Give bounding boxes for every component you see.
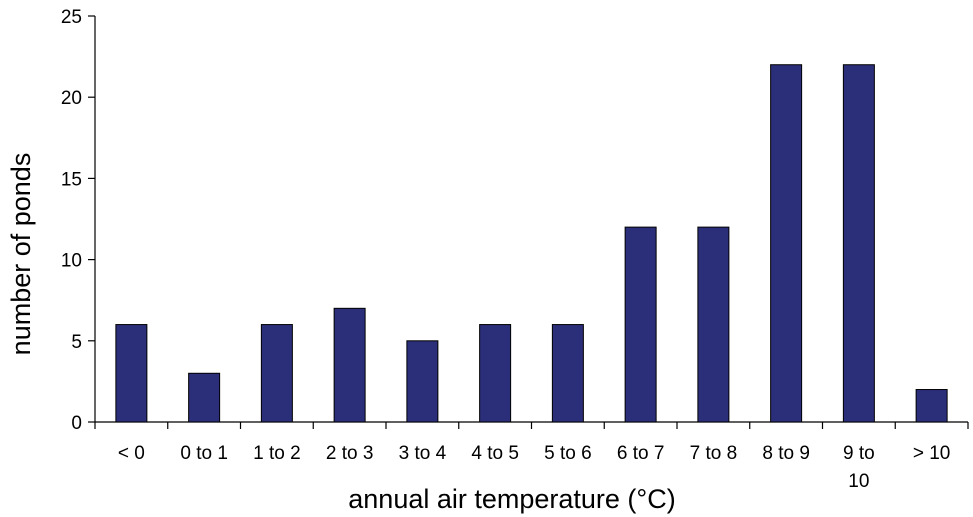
x-tick-label: 4 to 5 [471,443,519,464]
x-tick-label-line: 0 to 1 [180,443,228,464]
x-tick-label: 8 to 9 [762,443,810,464]
bars [115,64,948,423]
bar [479,324,512,423]
x-tick-label: 7 to 8 [690,443,738,464]
y-tick-label: 20 [61,88,82,109]
bar [406,340,439,423]
x-axis-title: annual air temperature (°C) [348,484,675,514]
x-tick-label-line: 9 to [843,443,875,464]
x-tick-label-line: < 0 [118,443,145,464]
x-tick-label: 0 to 1 [180,443,228,464]
x-tick-label: 9 to 10 [843,443,875,492]
bar [333,307,366,423]
bar [770,64,803,423]
x-tick-label-line: 5 to 6 [544,443,592,464]
y-tick-label: 5 [71,332,82,353]
y-axis-title: number of ponds [6,153,36,356]
x-axis: < 0 0 to 1 1 to 2 2 to 3 3 to 4 4 to 5 5 to 6 6… [94,421,969,492]
x-tick-label-line: > 10 [913,443,951,464]
x-tick-label: < 0 [118,443,145,464]
y-tick-label: 10 [61,251,82,272]
y-tick-label: 0 [71,413,82,434]
x-tick-label: > 10 [913,443,951,464]
x-tick-label-line: 1 to 2 [253,443,301,464]
bar [915,389,948,423]
x-tick-label-line: 6 to 7 [617,443,665,464]
bar [115,324,148,423]
x-tick-label: 3 to 4 [399,443,447,464]
x-tick-label: 5 to 6 [544,443,592,464]
x-tick-label-line: 7 to 8 [690,443,738,464]
x-tick-label-line: 2 to 3 [326,443,374,464]
x-tick-label-line: 4 to 5 [471,443,519,464]
x-tick-label: 1 to 2 [253,443,301,464]
bar [842,64,875,423]
bar [260,324,293,423]
bar [188,372,221,423]
x-tick-label-line: 10 [848,471,869,492]
y-axis: 0 5 10 15 20 25 [61,7,96,434]
x-tick-label-line: 3 to 4 [399,443,447,464]
bar [697,226,730,423]
y-tick-label: 25 [61,7,82,28]
x-tick-label-line: 8 to 9 [762,443,810,464]
x-tick-label: 2 to 3 [326,443,374,464]
bar [624,226,657,423]
x-tick-label: 6 to 7 [617,443,665,464]
y-tick-label: 15 [61,169,82,190]
bar [551,324,584,423]
